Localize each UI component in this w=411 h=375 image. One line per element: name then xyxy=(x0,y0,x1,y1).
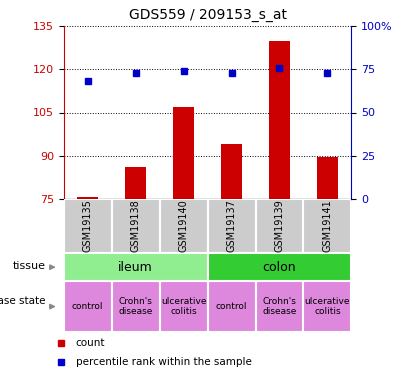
Text: control: control xyxy=(72,302,104,311)
Bar xyxy=(303,281,351,332)
Bar xyxy=(256,199,303,253)
Text: GSM19137: GSM19137 xyxy=(226,200,236,252)
Text: Crohn's
disease: Crohn's disease xyxy=(118,297,153,316)
Text: ileum: ileum xyxy=(118,261,153,274)
Text: ulcerative
colitis: ulcerative colitis xyxy=(305,297,350,316)
Bar xyxy=(64,199,112,253)
Text: GSM19138: GSM19138 xyxy=(131,200,141,252)
Bar xyxy=(269,40,290,199)
Text: Crohn's
disease: Crohn's disease xyxy=(262,297,297,316)
Bar xyxy=(221,144,242,199)
Text: count: count xyxy=(76,338,105,348)
Text: control: control xyxy=(216,302,247,311)
Bar xyxy=(316,157,338,199)
Bar xyxy=(208,253,351,281)
Text: GSM19139: GSM19139 xyxy=(275,200,284,252)
Text: tissue: tissue xyxy=(13,261,46,271)
Text: colon: colon xyxy=(263,261,296,274)
Text: GSM19141: GSM19141 xyxy=(323,200,332,252)
Bar xyxy=(64,281,112,332)
Bar xyxy=(303,199,351,253)
Bar xyxy=(64,253,208,281)
Bar xyxy=(159,281,208,332)
Bar xyxy=(77,197,99,199)
Bar xyxy=(112,199,159,253)
Bar xyxy=(125,167,146,199)
Bar xyxy=(208,199,256,253)
Bar xyxy=(208,281,256,332)
Text: percentile rank within the sample: percentile rank within the sample xyxy=(76,357,252,367)
Bar xyxy=(159,199,208,253)
Bar xyxy=(173,107,194,199)
Bar xyxy=(112,281,159,332)
Text: disease state: disease state xyxy=(0,297,46,306)
Text: ulcerative
colitis: ulcerative colitis xyxy=(161,297,206,316)
Text: GSM19135: GSM19135 xyxy=(83,200,92,252)
Title: GDS559 / 209153_s_at: GDS559 / 209153_s_at xyxy=(129,9,286,22)
Text: GSM19140: GSM19140 xyxy=(179,200,189,252)
Bar xyxy=(256,281,303,332)
